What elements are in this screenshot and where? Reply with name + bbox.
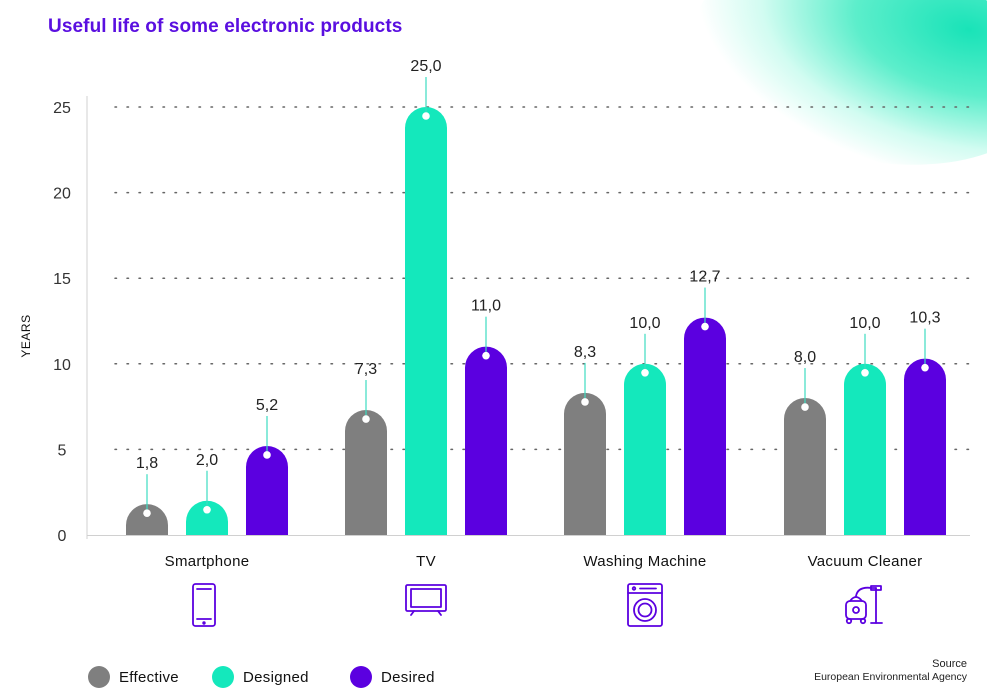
y-tick-label: 10 (53, 357, 71, 374)
data-label-tv-desired: 11,0 (471, 298, 501, 315)
legend-item-designed: Designed (212, 664, 309, 690)
legend-swatch-desired (350, 666, 372, 688)
bar-tv-effective (345, 410, 387, 535)
category-label-tv: TV (416, 553, 436, 570)
bar-vacuum-cleaner-effective (784, 398, 826, 535)
value-marker (801, 403, 809, 411)
legend-item-desired: Desired (350, 664, 435, 690)
bar-tv-designed (405, 107, 447, 535)
y-tick-label: 15 (53, 271, 71, 288)
data-label-washing-machine-effective: 8,3 (574, 344, 596, 361)
category-label-smartphone: Smartphone (165, 553, 250, 570)
bar-smartphone-effective (126, 504, 168, 535)
value-marker (422, 112, 430, 120)
bar-washing-machine-designed (624, 363, 666, 535)
vacuum-cleaner-icon (845, 585, 883, 625)
y-axis-label: YEARS (19, 314, 33, 357)
legend-item-effective: Effective (88, 664, 179, 690)
data-label-washing-machine-designed: 10,0 (629, 315, 660, 332)
data-label-smartphone-desired: 5,2 (256, 397, 278, 414)
category-label-vacuum-cleaner: Vacuum Cleaner (808, 553, 923, 570)
value-marker (581, 398, 589, 406)
legend-label-designed: Designed (243, 668, 309, 686)
data-label-washing-machine-desired: 12,7 (689, 269, 720, 286)
y-tick-label: 0 (58, 528, 67, 545)
y-tick-label: 20 (53, 186, 71, 203)
chart-title: Useful life of some electronic products (48, 16, 403, 37)
smartphone-icon (192, 583, 216, 627)
bar-vacuum-cleaner-desired (904, 358, 946, 535)
value-marker (482, 351, 490, 360)
value-marker (203, 505, 211, 514)
value-marker (861, 369, 869, 377)
legend-label-effective: Effective (119, 668, 179, 686)
y-tick-label: 5 (58, 442, 67, 459)
bar-vacuum-cleaner-designed (844, 363, 886, 535)
category-label-washing-machine: Washing Machine (583, 553, 706, 570)
value-marker (641, 369, 649, 377)
data-label-tv-designed: 25,0 (410, 58, 441, 75)
bar-tv-desired (465, 346, 507, 535)
data-label-vacuum-cleaner-effective: 8,0 (794, 349, 816, 366)
bar-smartphone-designed (186, 500, 228, 535)
source-text: European Environmental Agency (814, 671, 967, 683)
bar-washing-machine-effective (564, 392, 606, 535)
legend-swatch-designed (212, 666, 234, 688)
source-title: Source (932, 658, 967, 670)
washing-machine-icon (627, 583, 663, 627)
data-label-smartphone-effective: 1,8 (136, 455, 158, 472)
legend-swatch-effective (88, 666, 110, 688)
data-label-vacuum-cleaner-desired: 10,3 (909, 310, 940, 327)
value-marker (362, 415, 370, 423)
data-label-smartphone-designed: 2,0 (196, 452, 218, 469)
value-marker (143, 509, 151, 517)
value-marker (263, 451, 271, 459)
data-label-vacuum-cleaner-designed: 10,0 (849, 315, 880, 332)
value-marker (921, 363, 929, 372)
source-note: Source European Environmental Agency (814, 658, 967, 684)
y-tick-label: 25 (53, 100, 71, 117)
value-marker (701, 322, 709, 331)
legend-label-desired: Desired (381, 668, 435, 686)
tv-icon (405, 584, 447, 616)
data-label-tv-effective: 7,3 (355, 361, 377, 378)
bar-smartphone-desired (246, 445, 288, 535)
bar-washing-machine-desired (684, 317, 726, 535)
